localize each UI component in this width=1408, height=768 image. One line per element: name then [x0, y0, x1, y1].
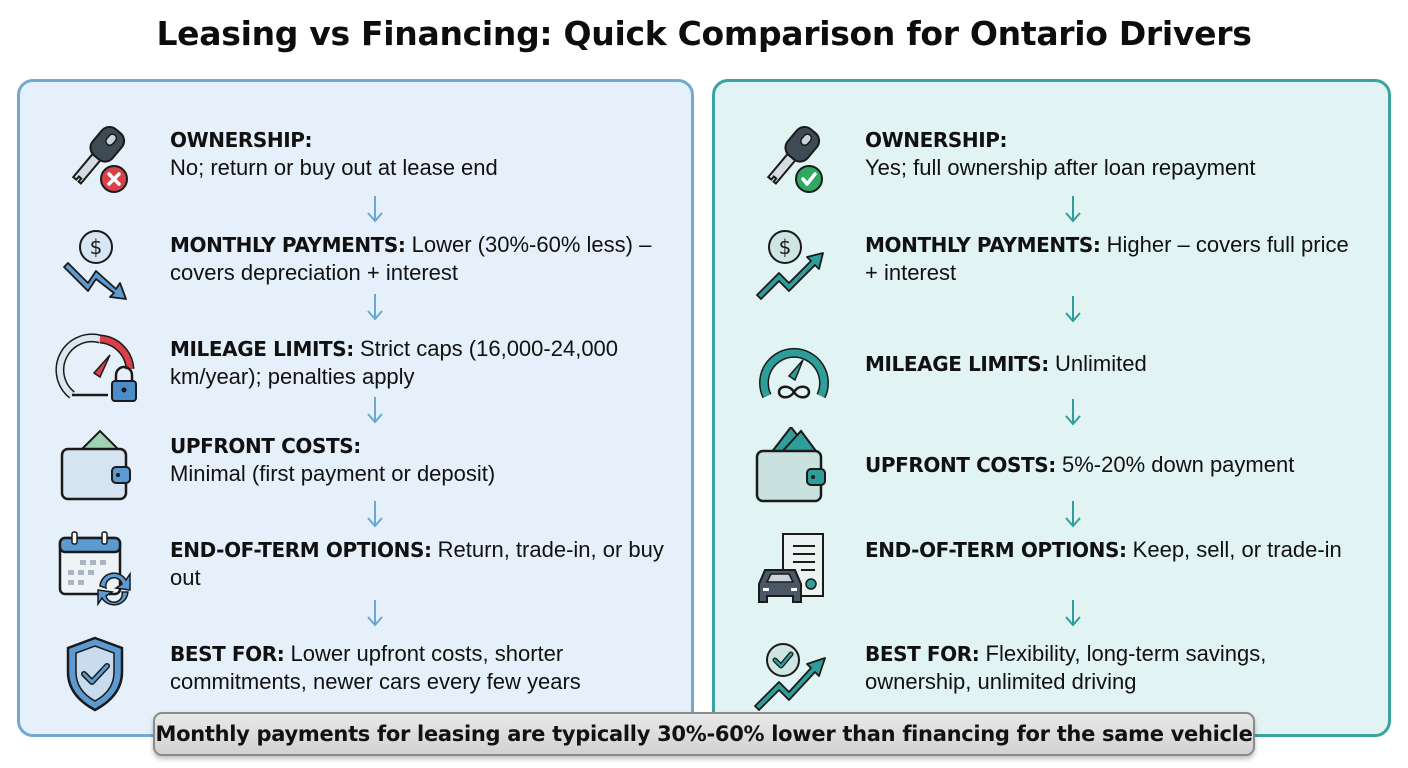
financing-upfront-costs-text: UPFRONT COSTS: 5%-20% down payment: [865, 451, 1365, 479]
row-label: MILEAGE LIMITS:: [865, 352, 1049, 376]
wallet-cash-icon: [745, 427, 835, 507]
financing-ownership-text: OWNERSHIP: Yes; full ownership after loa…: [865, 127, 1365, 181]
leasing-monthly-payments-row: $ MONTHLY PAYMENTS: Lower (30%-60% less)…: [20, 225, 691, 305]
row-label: BEST FOR:: [170, 642, 285, 666]
row-value: Higher – covers full price + interest: [865, 232, 1349, 285]
row-label: BEST FOR:: [865, 642, 980, 666]
row-label: MONTHLY PAYMENTS:: [170, 233, 406, 257]
row-label: UPFRONT COSTS:: [170, 434, 361, 458]
car-key-with-x-icon: [50, 119, 140, 199]
row-value: Flexibility, long-term savings, ownershi…: [865, 641, 1267, 694]
down-arrow-icon: [365, 194, 385, 224]
check-trend-up-icon: [745, 634, 835, 714]
speedometer-lock-icon: [50, 327, 140, 407]
row-value: Lower (30%-60% less) – covers depreciati…: [170, 232, 652, 285]
down-arrow-icon: [1063, 194, 1083, 224]
leasing-upfront-costs-row: UPFRONT COSTS: Minimal (first payment or…: [20, 427, 691, 507]
down-arrow-icon: [365, 292, 385, 322]
page-title: Leasing vs Financing: Quick Comparison f…: [156, 14, 1252, 53]
svg-text:$: $: [90, 235, 103, 259]
leasing-end-of-term-text: END-OF-TERM OPTIONS: Return, trade-in, o…: [170, 536, 670, 591]
leasing-ownership-text: OWNERSHIP: No; return or buy out at leas…: [170, 127, 670, 181]
row-label: OWNERSHIP:: [170, 128, 313, 152]
row-label: END-OF-TERM OPTIONS:: [170, 538, 432, 562]
shield-check-icon: [50, 634, 140, 714]
leasing-upfront-costs-text: UPFRONT COSTS: Minimal (first payment or…: [170, 433, 670, 487]
wallet-cash-icon: [50, 427, 140, 507]
dollar-trend-down-icon: $: [50, 225, 140, 305]
financing-ownership-row: OWNERSHIP: Yes; full ownership after loa…: [715, 119, 1388, 199]
row-value: Strict caps (16,000-24,000 km/year); pen…: [170, 336, 619, 389]
leasing-mileage-limits-row: MILEAGE LIMITS: Strict caps (16,000-24,0…: [20, 327, 691, 407]
financing-end-of-term-row: END-OF-TERM OPTIONS: Keep, sell, or trad…: [715, 530, 1388, 610]
row-value: 5%-20% down payment: [1061, 452, 1295, 477]
financing-mileage-limits-row: MILEAGE LIMITS: Unlimited: [715, 330, 1388, 410]
leasing-monthly-payments-text: MONTHLY PAYMENTS: Lower (30%-60% less) –…: [170, 231, 670, 286]
financing-panel: OWNERSHIP: Yes; full ownership after loa…: [712, 79, 1391, 737]
dollar-trend-up-icon: $: [745, 225, 835, 305]
financing-mileage-limits-text: MILEAGE LIMITS: Unlimited: [865, 350, 1365, 378]
calendar-refresh-icon: [50, 530, 140, 610]
financing-monthly-payments-row: $ MONTHLY PAYMENTS: Higher – covers full…: [715, 225, 1388, 305]
svg-text:$: $: [779, 235, 792, 259]
row-label: END-OF-TERM OPTIONS:: [865, 538, 1127, 562]
leasing-panel: OWNERSHIP: No; return or buy out at leas…: [17, 79, 694, 737]
row-label: OWNERSHIP:: [865, 128, 1008, 152]
row-value: Return, trade-in, or buy out: [170, 537, 664, 590]
car-title-document-icon: [745, 530, 835, 610]
leasing-ownership-row: OWNERSHIP: No; return or buy out at leas…: [20, 119, 691, 199]
financing-monthly-payments-text: MONTHLY PAYMENTS: Higher – covers full p…: [865, 231, 1365, 286]
financing-best-for-row: BEST FOR: Flexibility, long-term savings…: [715, 634, 1388, 714]
down-arrow-icon: [1063, 598, 1083, 628]
row-label: MONTHLY PAYMENTS:: [865, 233, 1101, 257]
down-arrow-icon: [365, 598, 385, 628]
row-label: UPFRONT COSTS:: [865, 453, 1056, 477]
row-value: Yes; full ownership after loan repayment: [865, 155, 1256, 180]
down-arrow-icon: [365, 499, 385, 529]
speedometer-infinity-icon: [745, 330, 835, 410]
leasing-best-for-row: BEST FOR: Lower upfront costs, shorter c…: [20, 634, 691, 714]
car-key-with-check-icon: [745, 119, 835, 199]
row-label: MILEAGE LIMITS:: [170, 337, 354, 361]
financing-end-of-term-text: END-OF-TERM OPTIONS: Keep, sell, or trad…: [865, 536, 1365, 564]
leasing-mileage-limits-text: MILEAGE LIMITS: Strict caps (16,000-24,0…: [170, 335, 670, 390]
financing-best-for-text: BEST FOR: Flexibility, long-term savings…: [865, 640, 1365, 695]
leasing-best-for-text: BEST FOR: Lower upfront costs, shorter c…: [170, 640, 670, 695]
financing-upfront-costs-row: UPFRONT COSTS: 5%-20% down payment: [715, 427, 1388, 507]
row-value: No; return or buy out at lease end: [170, 155, 498, 180]
down-arrow-icon: [1063, 397, 1083, 427]
summary-banner: Monthly payments for leasing are typical…: [153, 712, 1255, 756]
row-value: Keep, sell, or trade-in: [1132, 537, 1342, 562]
leasing-end-of-term-row: END-OF-TERM OPTIONS: Return, trade-in, o…: [20, 530, 691, 610]
row-value: Lower upfront costs, shorter commitments…: [170, 641, 581, 694]
down-arrow-icon: [1063, 294, 1083, 324]
down-arrow-icon: [1063, 499, 1083, 529]
row-value: Unlimited: [1054, 351, 1147, 376]
row-value: Minimal (first payment or deposit): [170, 461, 496, 486]
down-arrow-icon: [365, 395, 385, 425]
